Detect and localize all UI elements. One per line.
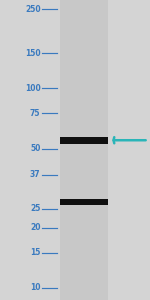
Text: 25: 25 xyxy=(30,204,40,213)
Text: 100: 100 xyxy=(25,84,40,93)
FancyBboxPatch shape xyxy=(60,137,108,143)
Text: 15: 15 xyxy=(30,248,40,257)
Text: 20: 20 xyxy=(30,224,40,232)
FancyBboxPatch shape xyxy=(60,0,108,300)
Text: 150: 150 xyxy=(25,49,40,58)
Text: 50: 50 xyxy=(30,144,40,153)
Text: 75: 75 xyxy=(30,109,40,118)
FancyBboxPatch shape xyxy=(60,199,108,205)
Text: 37: 37 xyxy=(30,170,40,179)
Text: 10: 10 xyxy=(30,284,40,292)
Text: 250: 250 xyxy=(25,4,40,14)
